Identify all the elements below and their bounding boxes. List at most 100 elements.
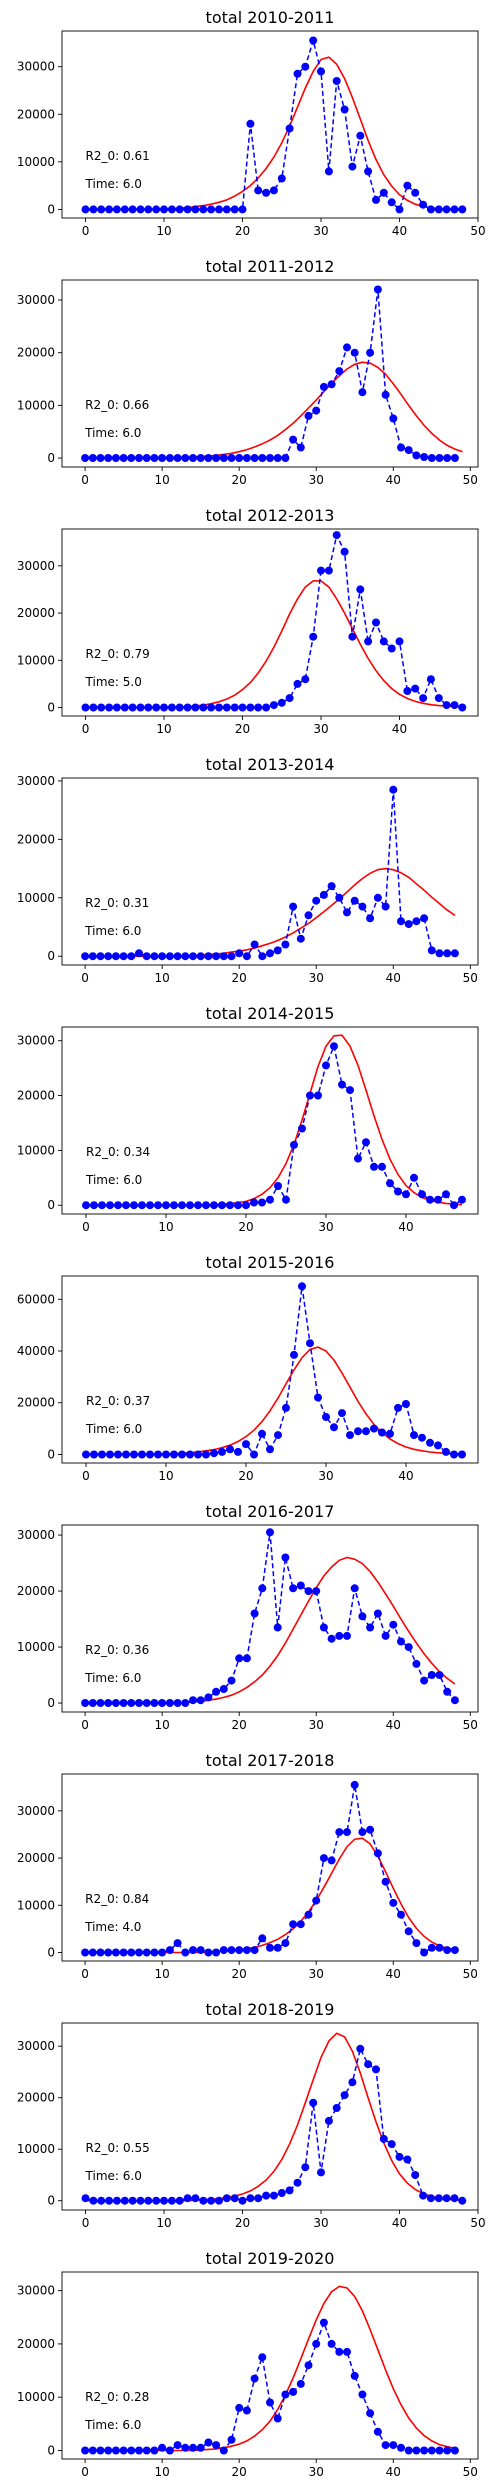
y-tick-label: 30000 — [17, 60, 55, 74]
y-tick-label: 0 — [47, 2194, 55, 2208]
observed-point — [111, 1699, 120, 1707]
observed-point — [427, 946, 436, 955]
observed-point — [218, 1201, 226, 1210]
observed-point — [158, 454, 167, 462]
y-tick-label: 30000 — [17, 559, 55, 573]
observed-point — [202, 1201, 210, 1210]
observed-point — [372, 618, 380, 627]
observed-point — [150, 454, 159, 462]
observed-point — [202, 1450, 210, 1459]
y-tick-label: 10000 — [17, 1898, 55, 1912]
observed-point — [88, 1948, 97, 1957]
observed-point — [343, 343, 351, 352]
observed-point — [373, 2427, 382, 2436]
observed-point — [207, 205, 216, 214]
observed-point — [366, 1623, 375, 1632]
observed-point — [317, 2168, 325, 2177]
observed-point — [173, 454, 182, 462]
r2-annotation: R2_0: 0.61 — [86, 149, 150, 163]
observed-point — [397, 917, 405, 926]
observed-point — [235, 454, 244, 462]
observed-point — [335, 2347, 344, 2356]
plot-frame — [61, 1524, 479, 1713]
x-tick-label: 10 — [155, 473, 170, 487]
y-tick-label: 20000 — [17, 107, 55, 121]
observed-point — [450, 1696, 459, 1705]
observed-point — [306, 1339, 314, 1348]
chart-title: total 2018-2019 — [206, 2000, 335, 2019]
observed-point — [230, 703, 239, 712]
observed-point — [196, 2443, 205, 2452]
observed-point — [435, 1671, 444, 1679]
y-tick-label: 30000 — [17, 1034, 55, 1048]
observed-point — [250, 454, 259, 462]
observed-point — [196, 1946, 205, 1955]
observed-point — [335, 367, 344, 376]
observed-point — [350, 2371, 359, 2380]
x-tick-label: 30 — [318, 1220, 333, 1234]
observed-point — [335, 1828, 344, 1837]
observed-point — [330, 1042, 338, 1051]
observed-point — [136, 703, 145, 712]
observed-point — [181, 2443, 190, 2452]
x-tick-label: 10 — [156, 2216, 171, 2230]
observed-point — [289, 2387, 298, 2396]
observed-point — [370, 1424, 378, 1433]
x-tick-label: 30 — [309, 473, 324, 487]
observed-point — [152, 703, 161, 712]
observed-point — [112, 2196, 121, 2205]
observed-point — [144, 2196, 153, 2205]
y-tick-label: 0 — [47, 451, 55, 465]
observed-point — [226, 1445, 234, 1454]
observed-line — [85, 532, 463, 709]
observed-point — [269, 2191, 278, 2200]
observed-point — [246, 703, 255, 712]
observed-point — [212, 1948, 221, 1957]
observed-point — [150, 1699, 159, 1707]
observed-point — [411, 188, 420, 197]
observed-point — [322, 1061, 330, 1070]
observed-point — [327, 380, 336, 389]
observed-point — [227, 952, 236, 961]
observed-point — [266, 1943, 274, 1952]
observed-point — [285, 124, 294, 133]
observed-point — [218, 1447, 226, 1456]
observed-point — [111, 952, 120, 961]
observed-point — [219, 2446, 228, 2455]
x-tick-label: 20 — [238, 1220, 253, 1234]
observed-point — [154, 1450, 162, 1459]
observed-point — [130, 1450, 138, 1459]
observed-point — [312, 896, 321, 905]
observed-point — [293, 679, 302, 688]
y-tick-label: 0 — [47, 701, 55, 715]
observed-point — [234, 1201, 242, 1210]
observed-point — [373, 1609, 382, 1618]
observed-point — [403, 2155, 412, 2164]
observed-point — [427, 2446, 436, 2455]
observed-point — [158, 1948, 167, 1957]
observed-point — [89, 205, 98, 214]
observed-point — [254, 2194, 263, 2203]
y-tick-label: 30000 — [17, 2039, 55, 2053]
observed-point — [434, 2194, 443, 2203]
observed-point — [181, 1948, 190, 1957]
observed-point — [196, 454, 205, 462]
observed-point — [250, 2374, 259, 2383]
observed-point — [274, 1431, 282, 1440]
observed-point — [434, 205, 443, 214]
x-tick-label: 50 — [463, 1718, 478, 1732]
observed-point — [262, 188, 271, 197]
observed-point — [419, 2191, 428, 2200]
observed-point — [250, 1450, 258, 1459]
observed-point — [410, 1173, 418, 1182]
observed-point — [111, 2446, 120, 2455]
chart-panel: total 2014-2015 0 10 20 30 40 0 10000 20000 30000… — [17, 1004, 479, 1234]
observed-point — [366, 1825, 375, 1834]
observed-point — [191, 2194, 200, 2203]
observed-point — [317, 566, 325, 575]
observed-point — [397, 1637, 405, 1646]
observed-point — [189, 1946, 197, 1955]
observed-point — [346, 1086, 354, 1095]
observed-point — [242, 1654, 251, 1663]
observed-point — [222, 2194, 231, 2203]
